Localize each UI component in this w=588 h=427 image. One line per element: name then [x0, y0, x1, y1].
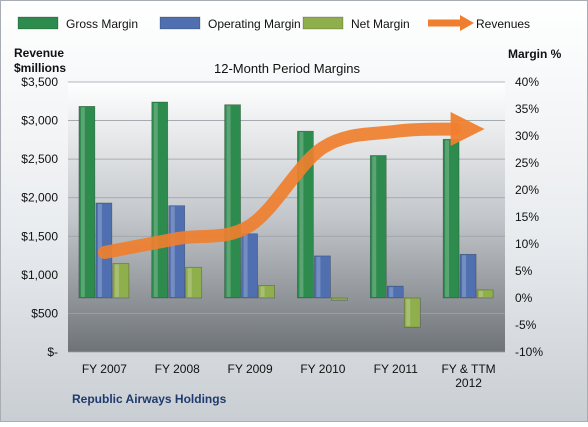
right-tick-label: -10% [515, 345, 543, 359]
legend-label-revenues: Revenues [476, 17, 530, 31]
left-tick-label: $- [47, 345, 58, 359]
right-tick-label: 10% [515, 237, 539, 251]
bar-highlight [115, 264, 119, 297]
right-tick-label: 25% [515, 156, 539, 170]
bar-highlight [154, 103, 158, 297]
right-tick-label: 35% [515, 102, 539, 116]
bar-highlight [479, 291, 483, 297]
company-label: Republic Airways Holdings [72, 392, 227, 406]
left-tick-label: $2,500 [21, 152, 58, 166]
bar-highlight [244, 235, 248, 297]
left-axis-label-line1: Revenue [14, 46, 64, 60]
bar-highlight [372, 156, 376, 297]
x-tick-label: 2012 [455, 376, 482, 390]
bar-highlight [445, 140, 449, 297]
x-tick-label: FY & TTM [441, 362, 495, 376]
right-tick-label: 40% [515, 75, 539, 89]
left-tick-label: $3,000 [21, 114, 58, 128]
right-tick-label: 0% [515, 291, 533, 305]
right-tick-label: 5% [515, 264, 533, 278]
plot-area [68, 82, 505, 352]
left-tick-label: $2,000 [21, 191, 58, 205]
legend-swatch-gross-margin [18, 17, 58, 29]
bar-highlight [227, 106, 231, 297]
right-tick-label: 15% [515, 210, 539, 224]
left-axis-label-line2: $millions [14, 61, 66, 75]
right-axis-label: Margin % [508, 47, 562, 61]
left-tick-label: $500 [31, 306, 58, 320]
x-tick-label: FY 2011 [374, 362, 419, 376]
left-tick-label: $3,500 [21, 75, 58, 89]
right-tick-label: 30% [515, 129, 539, 143]
bar-highlight [406, 299, 410, 326]
x-tick-label: FY 2010 [300, 362, 345, 376]
right-tick-label: 20% [515, 183, 539, 197]
bar-highlight [389, 287, 393, 297]
left-tick-label: $1,000 [21, 268, 58, 282]
bar-highlight [261, 287, 265, 297]
bar-highlight [81, 107, 85, 297]
bar-highlight [171, 207, 175, 297]
legend-label-operating-margin: Operating Margin [208, 17, 301, 31]
legend-swatch-operating-margin [160, 17, 200, 29]
x-tick-label: FY 2007 [82, 362, 127, 376]
x-tick-label: FY 2008 [155, 362, 200, 376]
left-tick-label: $1,500 [21, 229, 58, 243]
bar-highlight [462, 255, 466, 297]
legend-label-gross-margin: Gross Margin [66, 17, 138, 31]
bar-highlight [316, 257, 320, 297]
chart-title: 12-Month Period Margins [214, 61, 360, 76]
legend-swatch-net-margin [303, 17, 343, 29]
x-tick-label: FY 2009 [228, 362, 273, 376]
bar-highlight [188, 268, 192, 297]
right-tick-label: -5% [515, 318, 537, 332]
legend-label-net-margin: Net Margin [351, 17, 410, 31]
